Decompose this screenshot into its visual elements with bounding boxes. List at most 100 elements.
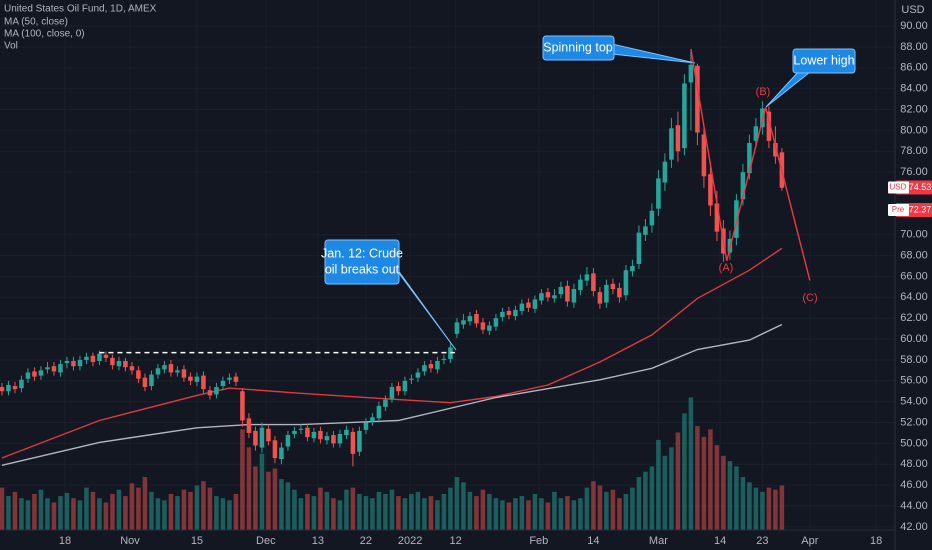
- price-badge-tag: [888, 181, 909, 194]
- volume-bar: [747, 482, 752, 530]
- volume-bar: [214, 496, 219, 530]
- volume-bar: [662, 455, 668, 530]
- volume-bar: [558, 498, 564, 530]
- volume-bar: [311, 496, 317, 530]
- y-tick-label: 58.00: [900, 354, 928, 366]
- volume-bar: [331, 498, 336, 530]
- candle-body: [461, 320, 466, 325]
- volume-bar: [760, 491, 765, 530]
- y-tick-label: 56.00: [900, 375, 928, 387]
- candle-body: [311, 431, 317, 439]
- x-tick-label: Nov: [120, 535, 140, 547]
- volume-bar: [584, 487, 590, 530]
- volume-bar: [305, 493, 310, 530]
- volume-bar: [207, 487, 213, 530]
- volume-bar: [753, 487, 759, 530]
- price-badge-tag-text: USD: [890, 183, 907, 192]
- candle-body: [370, 417, 375, 422]
- y-tick-label: 60.00: [900, 333, 928, 345]
- volume-bar: [571, 500, 577, 530]
- candle-body: [142, 377, 148, 388]
- volume-bar: [162, 500, 167, 530]
- x-tick-label: 18: [870, 535, 882, 547]
- candle-body: [337, 434, 343, 444]
- candle-body: [12, 386, 18, 390]
- volume-bar: [19, 498, 24, 530]
- candle-body: [324, 436, 330, 441]
- candle-body: [285, 435, 291, 447]
- volume-bar: [688, 397, 694, 530]
- volume-bar: [0, 487, 5, 530]
- callout-box: [324, 239, 400, 285]
- candle-body: [298, 428, 304, 430]
- volume-bar: [357, 493, 362, 530]
- candle-body: [669, 128, 674, 160]
- volume-bar: [480, 489, 486, 530]
- price-badge-value: 74.53: [909, 182, 932, 192]
- candle-body: [19, 379, 24, 389]
- candle-body: [45, 367, 50, 370]
- volume-bar: [292, 489, 297, 530]
- y-tick-label: 76.00: [900, 166, 928, 178]
- volume-bar: [253, 466, 258, 530]
- candle-body: [214, 387, 219, 395]
- candle-body: [227, 377, 232, 380]
- volume-bar: [500, 500, 505, 530]
- volume-bar: [123, 496, 128, 530]
- x-tick-label: Mar: [649, 535, 668, 547]
- volume-bar: [181, 489, 187, 530]
- candle-body: [552, 295, 557, 299]
- volume-bar: [318, 487, 323, 530]
- volume-bar: [324, 491, 330, 530]
- x-tick-label: 15: [191, 535, 203, 547]
- volume-bar: [97, 498, 102, 530]
- legend: United States Oil Fund, 1D, AMEX MA (50,…: [4, 4, 157, 52]
- candle-body: [617, 287, 622, 298]
- volume-bar: [708, 429, 713, 530]
- candle-body: [493, 318, 499, 327]
- candle-body: [220, 380, 226, 387]
- volume-bar: [25, 500, 31, 530]
- volume-bar: [201, 481, 206, 530]
- candle-body: [487, 325, 492, 331]
- y-tick-label: 68.00: [900, 250, 928, 262]
- candle-body: [376, 405, 382, 419]
- candle-body: [357, 430, 362, 452]
- candle-body: [84, 356, 89, 360]
- candle-body: [155, 368, 161, 375]
- candle-body: [201, 375, 206, 390]
- volume-bar: [298, 498, 304, 530]
- volume-bar: [578, 498, 583, 530]
- candle-body: [246, 418, 252, 433]
- candle-body: [149, 374, 154, 387]
- x-tick-label: 14: [587, 535, 599, 547]
- volume-bar: [409, 493, 414, 530]
- volume-bar: [259, 453, 265, 530]
- candle-body: [435, 360, 440, 370]
- volume-bar: [597, 485, 603, 530]
- x-tick-label: 13: [312, 535, 324, 547]
- volume-bar: [64, 492, 70, 530]
- volume-bar: [734, 466, 739, 530]
- wave-line: [690, 48, 811, 281]
- volume-bar: [12, 491, 18, 530]
- volume-bar: [695, 426, 700, 530]
- volume-bar: [71, 498, 76, 530]
- y-tick-label: 84.00: [900, 83, 928, 95]
- x-tick-label: 18: [59, 535, 71, 547]
- candle-body: [32, 371, 37, 377]
- candle-body: [636, 232, 642, 264]
- candle-body: [532, 299, 538, 309]
- volume-bar: [51, 502, 57, 530]
- volume-bar: [565, 496, 570, 530]
- volume-bar: [194, 485, 200, 530]
- y-tick-label: 90.00: [900, 20, 928, 32]
- volume-bar: [649, 466, 655, 530]
- volume-bar: [487, 493, 492, 530]
- y-tick-label: 82.00: [900, 103, 928, 115]
- candle-body: [266, 428, 271, 442]
- volume-bar: [279, 479, 284, 530]
- y-tick-label: 70.00: [900, 229, 928, 241]
